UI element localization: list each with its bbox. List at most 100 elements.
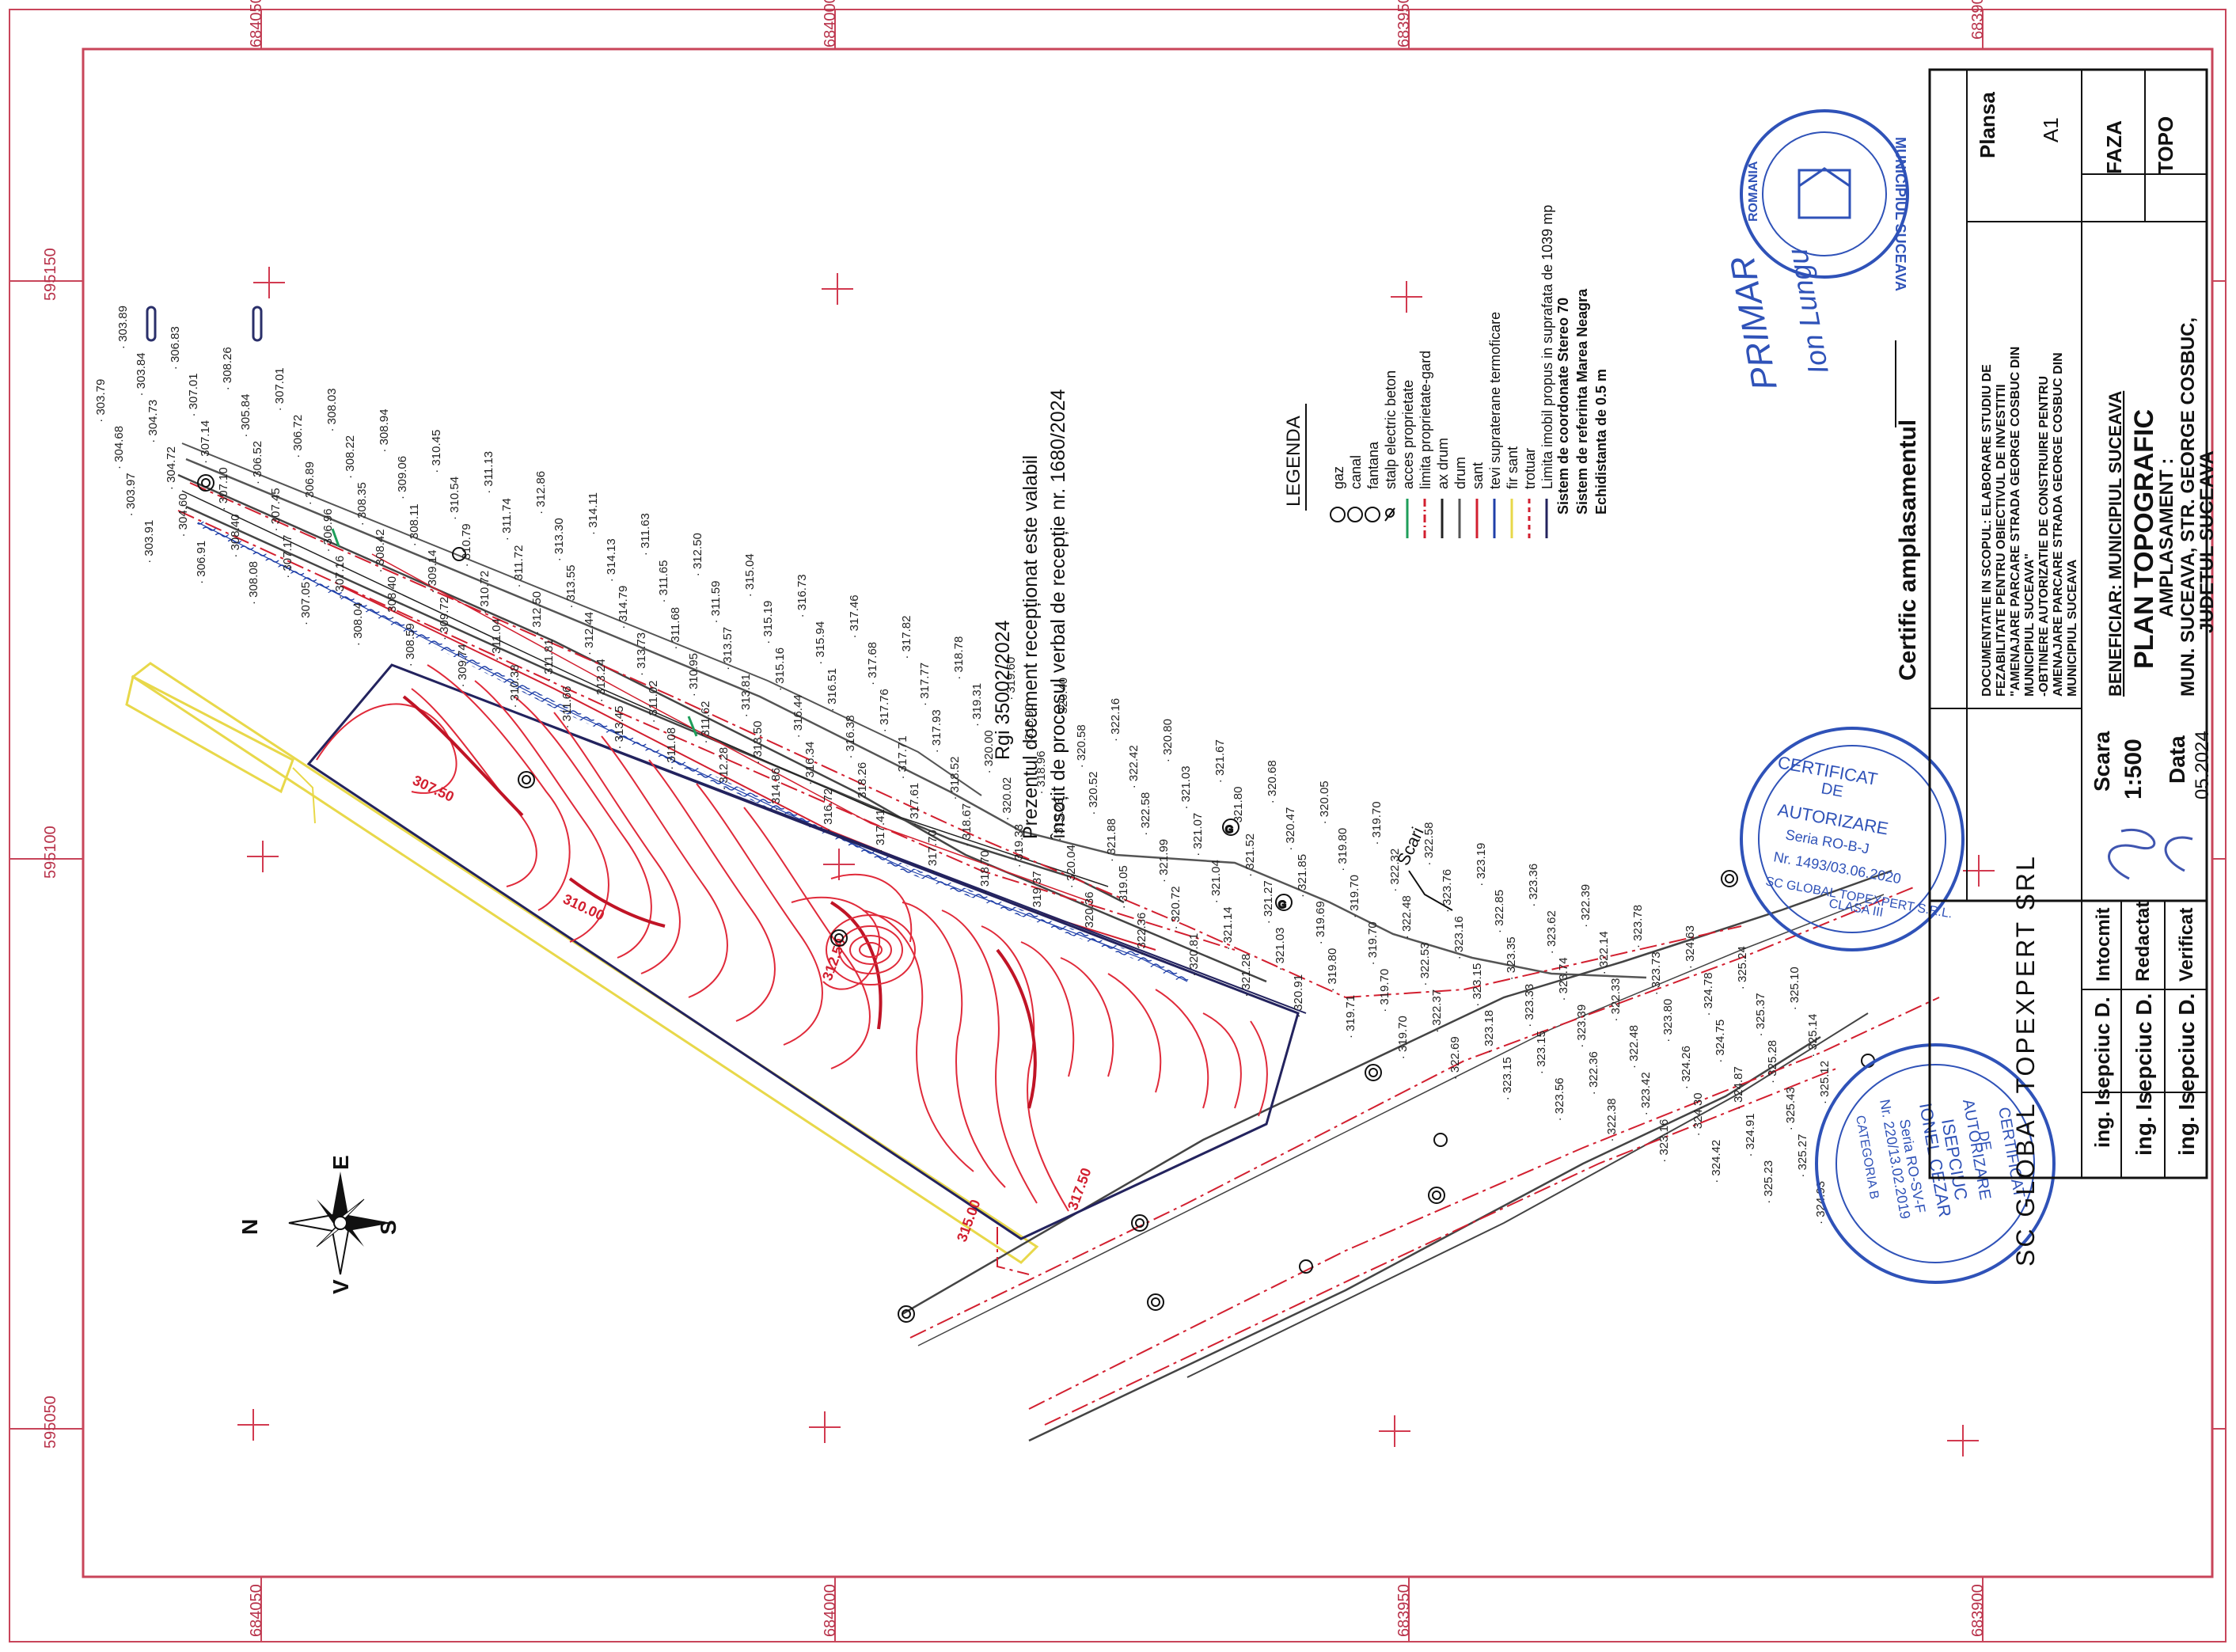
spot-elevation: · 318.78 — [952, 636, 966, 680]
spot-elevation: · 323.15 — [1535, 1031, 1548, 1074]
legend-item-label: tevi supraterane termoficare — [1487, 312, 1503, 489]
amplasament-address: MUN. SUCEAVA, STR. GEORGE COSBUC, — [2177, 317, 2199, 697]
pole-symbol-icon — [1384, 507, 1395, 522]
spot-elevation: · 312.86 — [534, 471, 548, 515]
spot-elevation: · 307.17 — [281, 535, 294, 579]
paperclip-icon — [146, 306, 263, 342]
spot-elevation: · 325.23 — [1762, 1160, 1775, 1204]
spot-elevation: · 303.97 — [124, 473, 138, 516]
spot-elevation: · 313.45 — [613, 706, 626, 750]
role-name: ing. Isepciuc D. — [2174, 993, 2199, 1156]
spot-elevation: · 325.28 — [1766, 1040, 1779, 1084]
spot-elevation: · 320.80 — [1161, 719, 1175, 762]
spot-elevation: · 311.63 — [639, 513, 652, 556]
spot-elevation: · 310.54 — [448, 477, 461, 520]
spot-elevation: · 319.37 — [1031, 871, 1044, 914]
legend-item-label: sant — [1470, 462, 1486, 489]
spot-elevation: · 306.89 — [303, 461, 317, 505]
spot-elevation: · 321.85 — [1296, 854, 1309, 898]
spot-elevation: · 313.57 — [721, 627, 735, 670]
spot-elevation: · 319.71 — [1344, 995, 1357, 1039]
spot-elevation: · 308.08 — [247, 561, 260, 605]
spot-elevation: · 311.13 — [482, 451, 495, 494]
spot-elevation: · 311.66 — [560, 686, 574, 729]
spot-elevation: · 324.87 — [1732, 1066, 1745, 1110]
spot-elevation: · 320.81 — [1187, 933, 1201, 977]
plan-title: PLAN TOPOGRAFIC — [2129, 409, 2159, 669]
spot-elevation: · 315.94 — [814, 621, 827, 665]
spot-elevation: · 319.70 — [1378, 969, 1391, 1012]
legend-title: LEGENDA — [1283, 416, 1304, 507]
spot-elevation: · 310.45 — [430, 430, 443, 473]
spot-elevation: · 320.52 — [1087, 772, 1100, 815]
legend-item-label: Limita imobil propus in suprafata de 103… — [1539, 205, 1555, 489]
spot-elevation: · 319.05 — [1117, 865, 1130, 909]
spot-elevation: · 321.88 — [1105, 818, 1118, 862]
spot-elevation: · 325.14 — [1806, 1014, 1820, 1058]
spot-elevation: · 311.68 — [669, 607, 682, 650]
spot-elevation: · 322.48 — [1627, 1025, 1641, 1069]
spot-elevation: · 306.52 — [251, 441, 264, 484]
municipality-stamp: MUNICIPIUL SUCEAVA ROMANIA — [1740, 109, 1909, 291]
spot-elevation: · 304.60 — [177, 493, 190, 537]
spot-elevation: · 304.72 — [165, 446, 178, 490]
north-arrow-icon — [288, 1172, 392, 1275]
certification-label: Certific amplasamentul — [1895, 420, 1921, 681]
legend-item-label: trotuar — [1522, 448, 1538, 489]
spot-elevation: · 322.48 — [1400, 895, 1414, 939]
spot-elevation: · 317.82 — [900, 616, 913, 659]
spot-elevation: · 323.62 — [1545, 910, 1558, 954]
documentation-line: MUNICIPIUL SUCEAVA" — [2023, 553, 2037, 697]
grid-labels: 684050 684000 683950 683900 684050 68400… — [42, 0, 1987, 1637]
spot-elevation: · 317.41 — [874, 809, 887, 853]
signature-handwriting: Ion Lungu — [1781, 246, 1835, 377]
spot-elevation: · 315.19 — [761, 601, 775, 644]
grid-x-label: 683900 — [1969, 0, 1987, 40]
legend: LEGENDA gaz canal fantana stalp electric be… — [1283, 205, 1609, 538]
spot-elevation: · 324.78 — [1702, 972, 1715, 1016]
spot-elevation: · 319.70 — [1370, 801, 1384, 845]
legend-item-label: ax drum — [1435, 438, 1451, 489]
contour-label: 307.50 — [410, 772, 456, 804]
documentation-line: "AMENAJARE PARCARE STRADA GEORGE COSBUC … — [2009, 347, 2022, 697]
spot-elevation: · 319.70 — [1366, 921, 1380, 965]
outer-frame — [9, 9, 2227, 1643]
grid-x-label: 683950 — [1395, 1584, 1413, 1637]
scale-value: 1:500 — [2120, 739, 2147, 799]
map-area: 307.50 310.00 312.50 315.00 317.50 Scari… — [94, 306, 1940, 1442]
spot-elevation: · 308.94 — [378, 409, 391, 453]
spot-elevation: · 317.93 — [930, 709, 943, 753]
spot-elevation: · 316.44 — [792, 694, 805, 738]
spot-elevation: · 318.96 — [1034, 750, 1048, 794]
contour-label: 310.00 — [560, 891, 606, 923]
grid-x-label: 684000 — [822, 1584, 839, 1637]
spot-elevation: · 321.27 — [1262, 880, 1275, 924]
spot-elevation: · 321.52 — [1243, 834, 1257, 877]
spot-elevation: · 323.16 — [1452, 916, 1466, 959]
spot-elevation: · 316.73 — [795, 574, 809, 617]
spot-elevation: · 308.22 — [344, 435, 357, 479]
spot-elevation: · 309.74 — [456, 644, 469, 687]
company-name: SC GLOBAL TOPEXPERT SRL — [2011, 854, 2040, 1267]
spot-elevation: · 321.03 — [1274, 928, 1287, 971]
spot-elevation: · 320.47 — [1284, 807, 1297, 851]
spot-elevation: · 311.74 — [500, 498, 514, 541]
spot-elevation: · 317.77 — [918, 663, 932, 706]
spot-elevation: · 323.18 — [1482, 1010, 1496, 1054]
grid-y-label: 595100 — [42, 826, 59, 879]
spot-elevation: · 321.07 — [1191, 813, 1205, 856]
spot-elevation: · 308.59 — [404, 623, 417, 666]
spot-elevation: · 319.33 — [1012, 824, 1026, 868]
spot-elevation: · 307.10 — [217, 467, 230, 511]
reception-pv: însoțit de procesul verbal de recepție n… — [1047, 389, 1069, 840]
road-axis — [181, 490, 1109, 887]
role-label: Redactat — [2132, 902, 2154, 982]
spot-elevation: · 310.79 — [460, 523, 473, 567]
date-value: 05.2024 — [2192, 731, 2213, 799]
neighbour-lot-outline — [125, 674, 294, 794]
spot-elevation: · 323.78 — [1631, 905, 1645, 948]
spot-elevation: · 303.79 — [94, 379, 108, 423]
spot-elevation: · 303.84 — [135, 352, 148, 396]
spot-elevation: · 320.02 — [1000, 777, 1014, 821]
spot-elevation: · 313.55 — [564, 565, 578, 609]
